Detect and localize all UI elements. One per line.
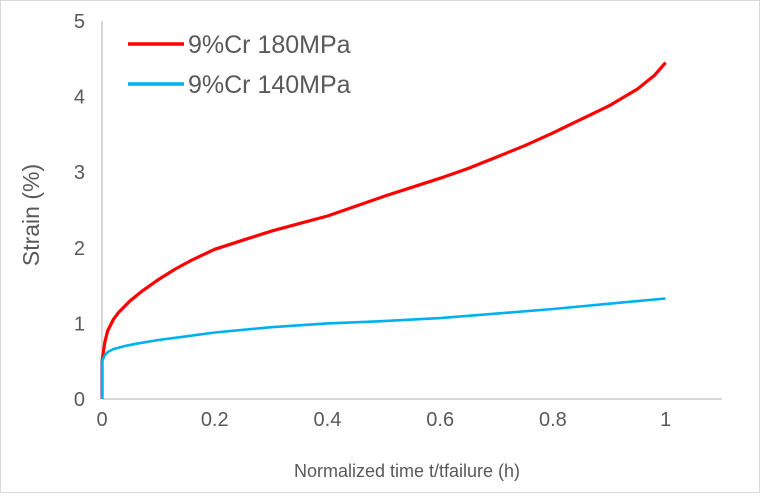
x-tick-label: 1 bbox=[660, 409, 671, 431]
legend: 9%Cr 180MPa 9%Cr 140MPa bbox=[128, 31, 351, 99]
tick-labels: 0 0.2 0.4 0.6 0.8 1 0 1 2 3 4 5 bbox=[74, 11, 671, 431]
series-line-1 bbox=[100, 61, 667, 399]
y-tick-label: 1 bbox=[74, 313, 85, 335]
y-axis-label: Strain (%) bbox=[18, 164, 44, 266]
series-line-2 bbox=[100, 297, 666, 399]
x-tick-label: 0.6 bbox=[426, 409, 454, 431]
x-tick-label: 0 bbox=[96, 409, 107, 431]
y-tick-label: 3 bbox=[74, 162, 85, 184]
y-tick-label: 0 bbox=[74, 389, 85, 411]
y-tick-label: 5 bbox=[74, 11, 85, 33]
axes bbox=[101, 21, 722, 400]
x-tick-label: 0.4 bbox=[314, 409, 342, 431]
x-axis-label: Normalized time t/tfailure (h) bbox=[294, 461, 520, 481]
series-lines bbox=[100, 61, 667, 399]
x-tick-label: 0.2 bbox=[201, 409, 229, 431]
y-tick-label: 4 bbox=[74, 87, 85, 109]
legend-label-1: 9%Cr 180MPa bbox=[188, 31, 351, 59]
y-tick-label: 2 bbox=[74, 238, 85, 260]
legend-label-2: 9%Cr 140MPa bbox=[188, 71, 351, 99]
x-tick-label: 0.8 bbox=[539, 409, 567, 431]
